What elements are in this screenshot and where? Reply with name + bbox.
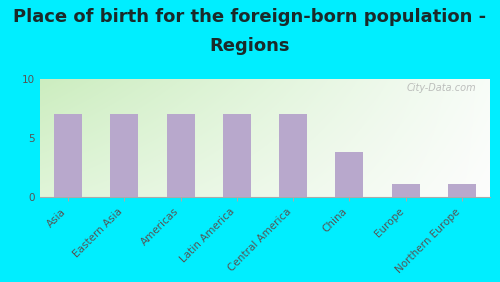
Text: Place of birth for the foreign-born population -: Place of birth for the foreign-born popu… [14,8,486,27]
Bar [392,184,419,197]
Text: Regions: Regions [210,37,290,55]
Bar [279,114,307,197]
Bar [336,152,363,197]
Bar [223,114,251,197]
Text: City-Data.com: City-Data.com [407,83,476,92]
Bar [54,114,82,197]
Bar [448,184,476,197]
Bar [166,114,194,197]
Bar [110,114,138,197]
